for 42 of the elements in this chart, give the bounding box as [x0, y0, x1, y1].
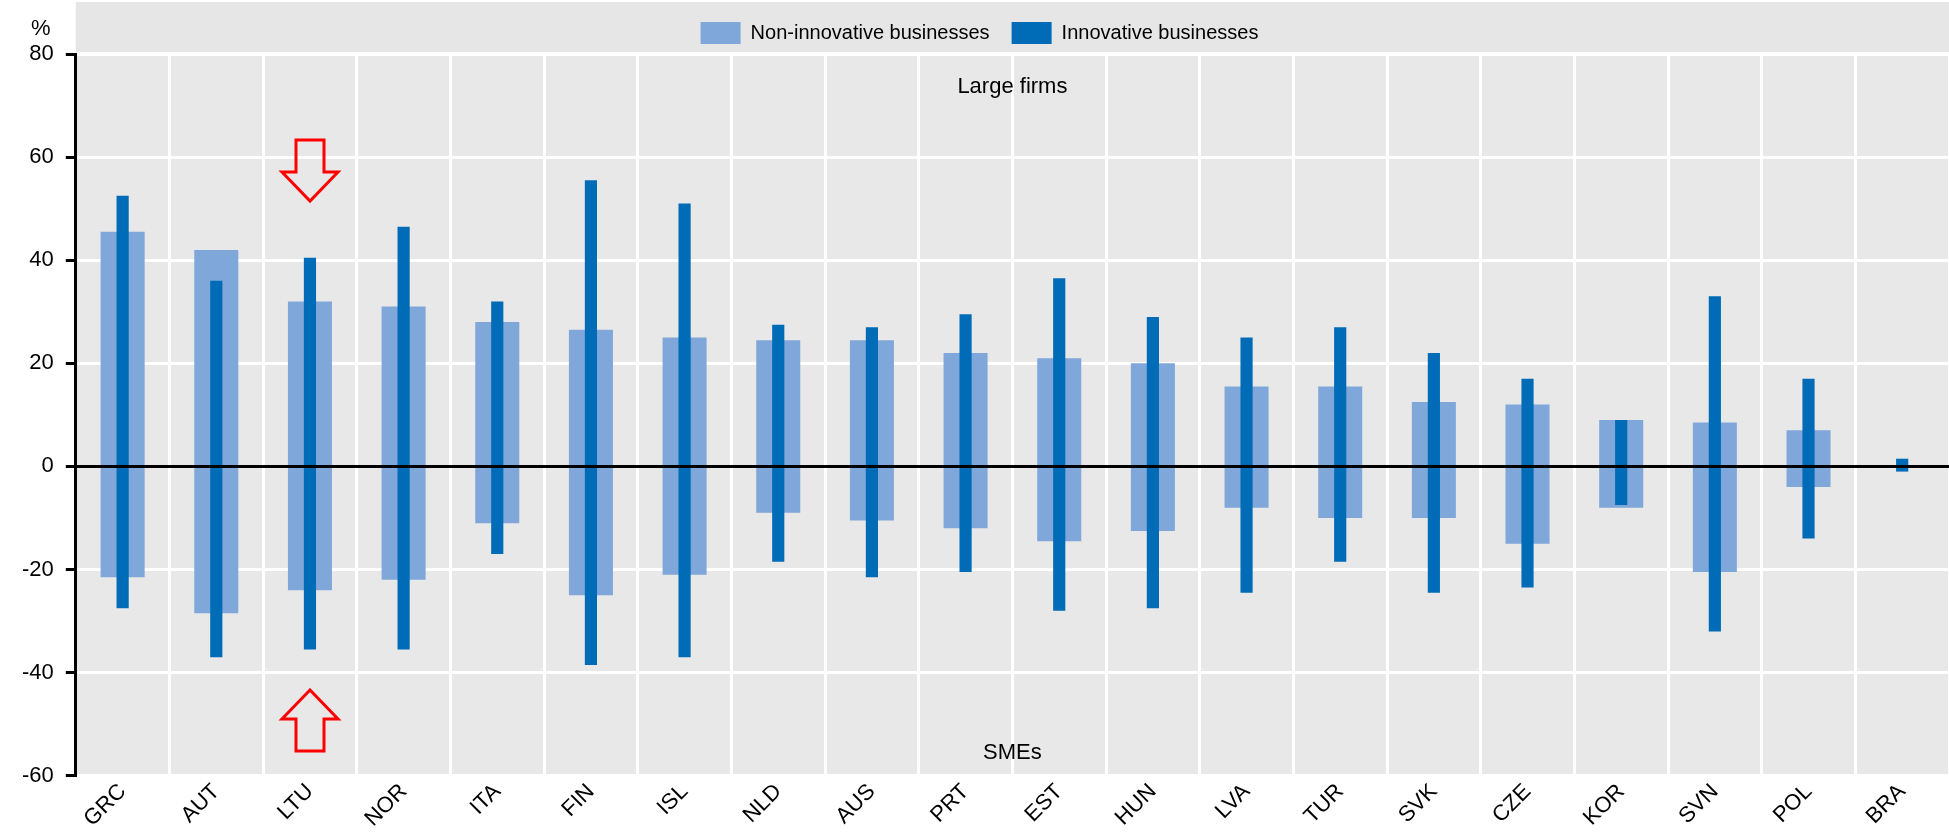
bar — [1427, 353, 1440, 593]
bar — [1146, 316, 1159, 609]
x-tick-label: LTU — [271, 778, 318, 825]
x-tick-label: ITA — [464, 778, 506, 819]
bar — [1240, 337, 1253, 593]
x-tick-label: FIN — [556, 778, 599, 821]
x-tick-label: NLD — [737, 778, 787, 828]
bar — [1615, 420, 1628, 506]
y-tick-label: -40 — [22, 658, 54, 684]
x-tick-label: ISL — [651, 778, 693, 820]
bar — [116, 195, 129, 609]
legend-label: Innovative businesses — [1061, 20, 1259, 43]
bar — [1053, 278, 1066, 611]
y-tick-label: 80 — [29, 40, 54, 66]
bar — [959, 314, 972, 573]
x-tick-label: LVA — [1209, 778, 1255, 824]
bar — [772, 324, 785, 562]
x-tick-label: TUR — [1298, 778, 1349, 828]
bar — [1802, 378, 1815, 539]
y-axis-title: % — [31, 15, 51, 41]
annotation: Large firms — [957, 73, 1068, 99]
y-tick-label: 40 — [29, 246, 54, 272]
bar — [397, 226, 410, 650]
bar — [678, 203, 691, 658]
bar — [491, 301, 504, 555]
y-tick-label: -60 — [22, 761, 54, 787]
x-tick-label: CZE — [1486, 778, 1536, 828]
annotation: SMEs — [983, 738, 1042, 764]
bar — [210, 280, 223, 658]
bar — [1708, 296, 1721, 632]
y-tick-label: 20 — [29, 349, 54, 375]
bar — [584, 180, 598, 665]
bar — [303, 257, 317, 650]
bar — [1334, 327, 1347, 562]
y-tick-label: 0 — [41, 452, 54, 478]
legend-label: Non-innovative businesses — [750, 20, 990, 43]
y-tick-label: -20 — [22, 555, 54, 581]
x-tick-label: BRA — [1860, 778, 1911, 828]
x-tick-label: POL — [1767, 778, 1817, 828]
y-tick-label: 60 — [29, 143, 54, 169]
bar — [865, 327, 878, 578]
bar — [1521, 378, 1534, 588]
